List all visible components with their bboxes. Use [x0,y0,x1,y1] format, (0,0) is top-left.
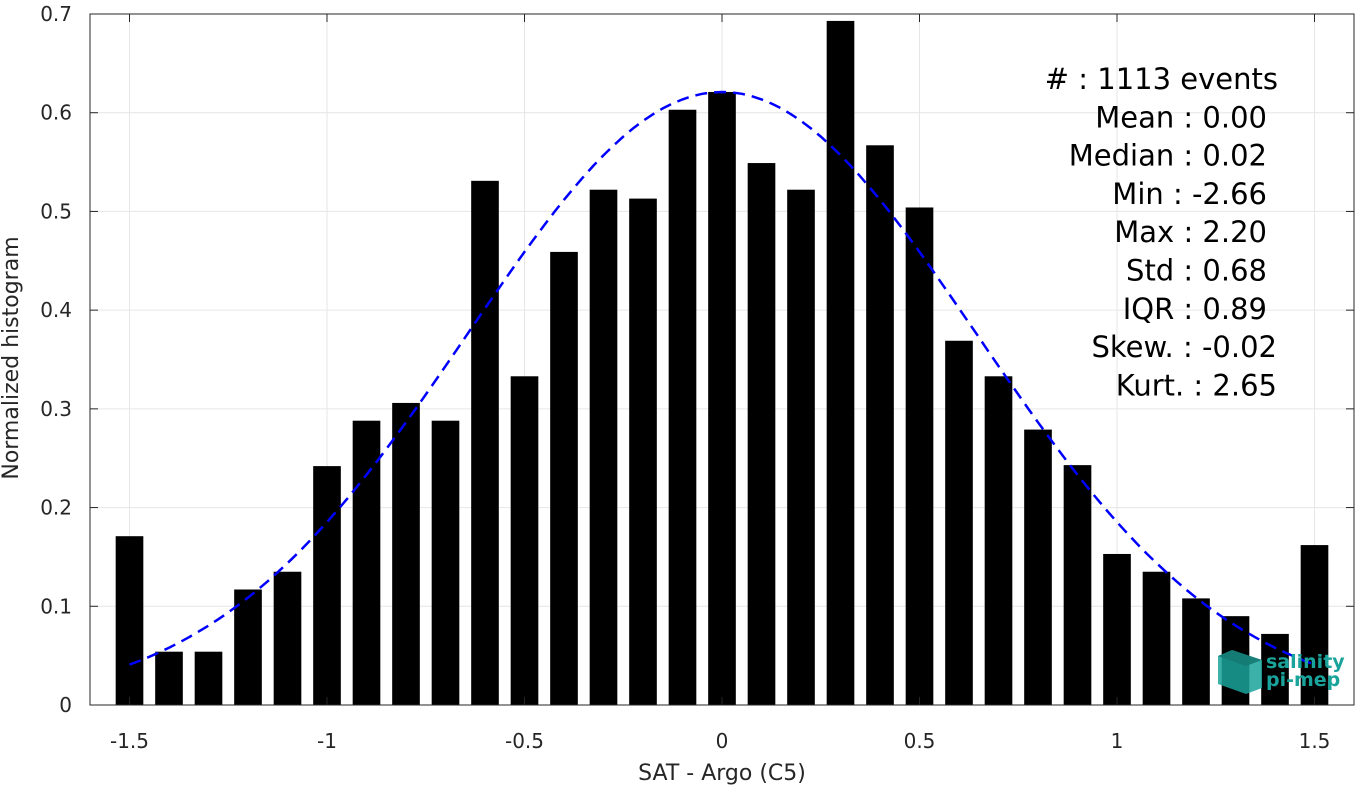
histogram-bar-7 [392,402,420,705]
x-tick-label-0: -1.5 [110,729,149,753]
x-tick-label-5: 1 [1111,729,1124,753]
stat-line-3: Min : -2.66 [1112,177,1267,211]
histogram-bar-11 [550,251,578,705]
y-tick-label-2: 0.2 [40,496,72,520]
y-axis-ticks: 0 0.1 0.2 0.3 0.4 0.5 0.6 0.7 [40,2,1354,717]
stat-line-5: Std : 0.68 [1126,254,1267,288]
y-tick-label-6: 0.6 [40,101,72,125]
y-tick-label-5: 0.5 [40,199,72,223]
histogram-bar-17 [787,189,815,705]
normal-fit-curve [129,90,1315,666]
logo-text-line1: salinity [1266,651,1345,673]
logo-cube-top-icon [1218,650,1262,666]
y-tick-label-3: 0.3 [40,397,72,421]
x-axis-label: SAT - Argo (C5) [638,761,806,786]
histogram-bar-0 [115,536,144,705]
stat-line-7: Skew. : -0.02 [1091,330,1277,364]
histogram-bar-8 [431,420,460,705]
histogram-bar-6 [352,420,381,705]
histogram-bar-19 [866,145,894,706]
fit-curve-line [129,90,1315,666]
stat-line-8: Kurt. : 2.65 [1116,368,1277,402]
y-tick-label-7: 0.7 [40,2,72,26]
stat-line-1: Mean : 0.00 [1095,100,1267,134]
histogram-bar-21 [945,340,973,705]
histogram-bar-3 [234,589,262,705]
histogram-bars [115,20,1329,706]
logo-text-line2: pi-mep [1266,669,1340,691]
histogram-bar-13 [629,198,657,706]
y-tick-label-0: 0 [59,693,72,717]
stat-line-6: IQR : 0.89 [1123,292,1267,326]
x-tick-label-2: -0.5 [505,729,544,753]
histogram-bar-25 [1103,553,1131,705]
histogram-bar-26 [1142,571,1171,705]
histogram-bar-30 [1300,545,1329,705]
histogram-bar-29 [1261,633,1289,705]
x-axis-ticks: -1.5 -1 -0.5 0 0.5 1 1.5 [110,14,1330,753]
histogram-bar-2 [194,651,223,705]
salinity-pi-mep-logo: salinity pi-mep [1218,650,1345,694]
x-tick-label-4: 0.5 [904,729,936,753]
histogram-bar-15 [708,91,736,706]
histogram-bar-4 [273,571,302,705]
histogram-bar-14 [668,109,697,705]
y-tick-label-4: 0.4 [40,298,72,322]
histogram-bar-24 [1063,465,1092,705]
x-tick-label-1: -1 [317,729,337,753]
histogram-bar-20 [905,207,934,706]
statistics-box: # : 1113 events Mean : 0.00 Median : 0.02 M… [1045,62,1278,402]
histogram-bar-5 [313,466,341,705]
histogram-bar-23 [1024,429,1052,705]
histogram-bar-10 [510,376,539,705]
y-axis-label: Normalized histogram [0,236,24,479]
histogram-bar-18 [826,20,855,706]
stat-line-4: Max : 2.20 [1114,215,1267,249]
x-tick-label-6: 1.5 [1299,729,1331,753]
histogram-bar-16 [747,163,776,705]
stat-line-2: Median : 0.02 [1069,139,1267,173]
histogram-bar-9 [471,180,499,705]
histogram-bar-27 [1182,598,1210,705]
histogram-bar-1 [155,651,183,705]
histogram-bar-12 [589,189,618,705]
histogram-bar-22 [984,376,1013,705]
x-tick-label-3: 0 [716,729,729,753]
stat-line-0: # : 1113 events [1045,62,1278,96]
y-tick-label-1: 0.1 [40,594,72,618]
